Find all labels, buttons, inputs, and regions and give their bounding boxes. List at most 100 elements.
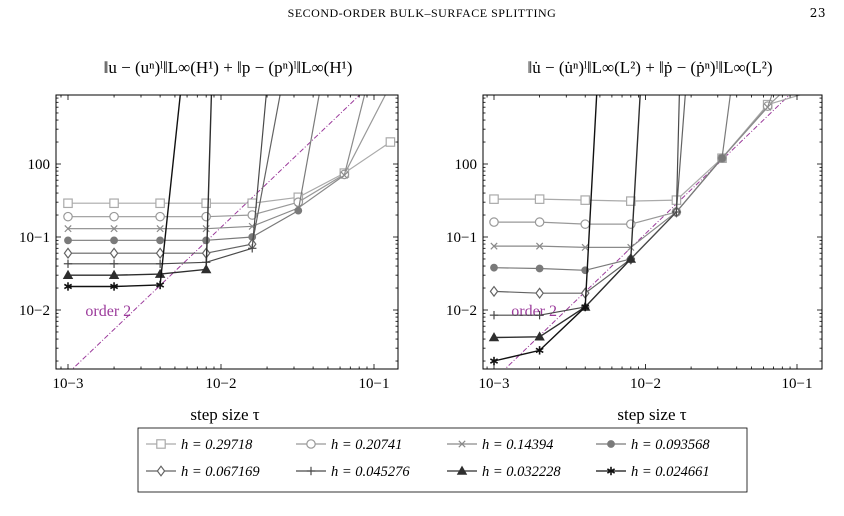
data-point — [535, 346, 544, 355]
x-tick-label: 10−3 — [53, 376, 84, 392]
data-point — [155, 198, 165, 209]
series-5 — [63, 95, 281, 259]
data-point — [625, 253, 637, 263]
legend-label: h = 0.093568 — [631, 437, 710, 453]
data-point — [63, 247, 73, 259]
legend-entry: h = 0.067169 — [146, 464, 260, 480]
series-1 — [63, 137, 396, 209]
order-2-label: order 2 — [85, 303, 131, 320]
x-tick-label: 10−2 — [206, 376, 237, 392]
data-point — [247, 210, 258, 220]
data-point — [535, 310, 544, 320]
series-line — [493, 95, 641, 339]
legend-entry: h = 0.14394 — [447, 437, 553, 453]
running-title: SECOND-ORDER BULK–SURFACE SPLITTING — [287, 6, 557, 20]
series-8 — [489, 95, 598, 366]
series-8 — [63, 95, 181, 291]
data-point — [202, 225, 210, 233]
data-point — [63, 259, 73, 268]
data-point — [110, 236, 118, 245]
series-3 — [64, 95, 366, 233]
data-point — [580, 219, 591, 229]
data-point — [109, 198, 119, 209]
series-line — [68, 141, 391, 204]
legend-label: h = 0.032228 — [482, 464, 561, 480]
y-tick-label: 10−2 — [446, 303, 477, 319]
legend-entry: h = 0.045276 — [296, 464, 410, 480]
legend-entry: h = 0.032228 — [447, 464, 561, 480]
legend-frame — [137, 427, 748, 493]
legend-entry: h = 0.093568 — [596, 437, 710, 453]
data-point — [764, 103, 772, 111]
data-point — [200, 263, 212, 274]
data-point — [581, 302, 590, 312]
data-point — [156, 280, 165, 290]
data-point — [110, 225, 118, 233]
data-point — [534, 331, 545, 341]
x-tick-label: 10−1 — [782, 376, 813, 392]
page-number: 23 — [809, 6, 826, 20]
data-point — [248, 244, 257, 253]
data-point — [156, 236, 165, 245]
data-point — [489, 310, 499, 320]
data-point — [489, 194, 499, 204]
series-line — [68, 95, 366, 230]
x-tick-label: 10−3 — [479, 376, 510, 392]
left-ticks: 10−3 10−2 10−1 100 10−1 10−2 — [19, 95, 398, 392]
data-point — [110, 282, 119, 291]
right-panel: ‖u̇ − (u̇ⁿ)ˡ‖L∞(L²) + ‖ṗ − (ṗⁿ)ˡ‖L∞(L²) … — [446, 58, 823, 424]
legend-marker — [606, 466, 616, 476]
left-plot-frame — [55, 94, 399, 370]
legend: h = 0.29718 h = 0.20741 h = 0.14394 h = 0.0… — [137, 427, 748, 493]
right-series-group — [488, 95, 802, 366]
legend-marker — [458, 440, 466, 448]
series-line — [494, 95, 802, 202]
y-tick-label: 10−1 — [19, 230, 50, 246]
data-point — [488, 332, 500, 342]
y-tick-label: 100 — [28, 157, 51, 173]
y-tick-label: 100 — [455, 157, 478, 173]
series-line — [68, 95, 387, 218]
data-point — [626, 219, 636, 229]
series-line — [68, 95, 181, 288]
data-point — [718, 154, 726, 163]
legend-label: h = 0.14394 — [482, 437, 553, 453]
left-panel: ‖u − (uⁿ)ˡ‖L∞(H¹) + ‖p − (pⁿ)ˡ‖L∞(H¹) or… — [19, 58, 399, 424]
data-point — [385, 137, 396, 147]
data-point — [63, 198, 73, 209]
data-point — [201, 211, 211, 222]
data-point — [109, 247, 119, 259]
x-tick-label: 10−1 — [359, 376, 390, 392]
data-point — [489, 356, 499, 366]
order-2-line — [71, 95, 361, 369]
right-ticks: 10−3 10−2 10−1 100 10−1 10−2 — [446, 95, 822, 392]
legend-entry: h = 0.29718 — [146, 437, 253, 453]
series-line — [68, 95, 267, 265]
legend-marker — [306, 466, 316, 476]
series-line — [68, 95, 281, 254]
y-tick-label: 10−2 — [19, 303, 50, 319]
right-title: ‖u̇ − (u̇ⁿ)ˡ‖L∞(L²) + ‖ṗ − (ṗⁿ)ˡ‖L∞(L²) — [528, 58, 773, 77]
data-point — [108, 269, 120, 279]
legend-label: h = 0.067169 — [181, 464, 260, 480]
data-point — [109, 211, 119, 222]
y-tick-label: 10−1 — [446, 230, 477, 246]
series-7 — [62, 95, 213, 279]
data-point — [489, 217, 499, 227]
data-point — [64, 225, 72, 233]
data-point — [535, 264, 544, 273]
legend-marker — [306, 439, 316, 449]
data-point — [63, 211, 73, 222]
left-xlabel: step size τ — [190, 405, 259, 424]
series-4 — [490, 95, 731, 275]
data-point — [294, 206, 303, 215]
data-point — [154, 268, 166, 278]
data-point — [535, 242, 544, 250]
data-point — [580, 195, 591, 205]
legend-marker — [156, 465, 166, 477]
order-2-label: order 2 — [511, 303, 557, 320]
legend-label: h = 0.024661 — [631, 464, 710, 480]
series-line — [68, 95, 213, 276]
data-point — [109, 259, 119, 268]
